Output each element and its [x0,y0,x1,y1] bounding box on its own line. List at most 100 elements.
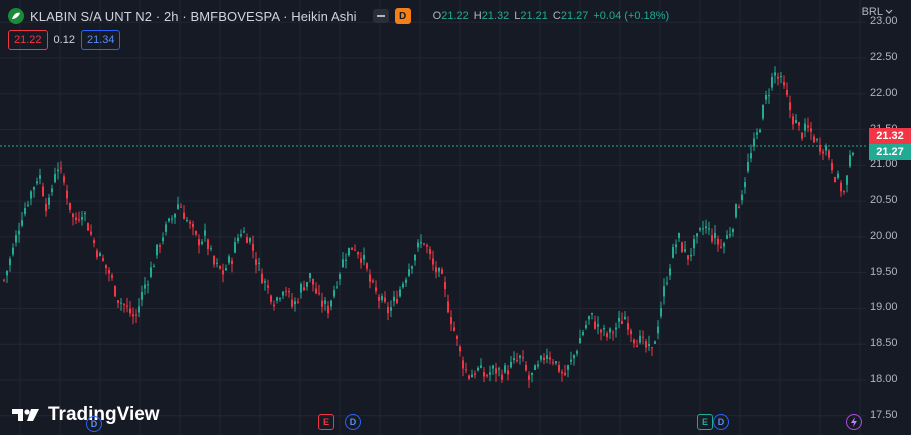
candle-body [387,306,389,314]
candle-body [687,255,689,260]
candle-body [777,76,779,79]
candle-body [810,128,812,132]
buy-button[interactable]: 21.34 [80,30,121,50]
candle-body [552,362,554,364]
candle-body [663,286,665,297]
candle-body [108,270,110,274]
candle-body [357,252,359,255]
candle-body [480,365,482,368]
candle-body [645,341,647,348]
candle-body [801,132,803,139]
candle-body [666,282,668,284]
candle-body [543,357,545,361]
lightning-icon[interactable] [846,414,862,430]
candle-body [132,314,134,317]
candle-body [450,317,452,325]
candle-body [336,286,338,288]
candle-body [42,186,44,197]
candle-body [321,300,323,307]
candle-body [189,221,191,224]
candle-body [756,132,758,135]
symbol-legend: KLABIN S/A UNT N2 · 2h · BMFBOVESPA · He… [8,6,669,26]
candle-body [504,365,506,373]
candle-body [846,175,848,185]
candle-body [30,191,32,199]
candle-body [807,125,809,128]
candle-body [18,230,20,235]
sell-button[interactable]: 21.22 [8,30,48,50]
candle-body [171,218,173,220]
candle-body [174,213,176,218]
candle-body [96,250,98,258]
candle-body [162,237,164,242]
candle-body [642,336,644,338]
candle-body [606,333,608,337]
candle-body [720,246,722,248]
candle-body [213,256,215,265]
candle-body [636,345,638,348]
close-value: 21.27 [560,10,589,22]
candle-body [714,232,716,239]
currency-label: BRL [861,6,883,18]
candle-body [249,238,251,242]
price-tick-label: 20.50 [870,194,898,207]
candle-body [483,372,485,377]
candle-body [117,300,119,303]
candle-body [840,182,842,192]
candle-body [318,292,320,294]
candle-body [237,237,239,242]
candle-body [792,116,794,125]
candle-body [768,95,770,97]
last-price-label: 21.27 [869,144,911,160]
candle-body [477,367,479,371]
dividend-marker[interactable]: D [345,414,361,430]
candle-body [15,235,17,243]
candle-body [465,369,467,371]
candle-body [621,320,623,325]
candle-body [300,284,302,293]
candle-body [399,289,401,297]
candle-body [186,220,188,222]
tradingview-logo[interactable]: TradingView [12,404,160,426]
candle-body [282,291,284,296]
candle-body [774,72,776,76]
candle-body [609,328,611,333]
open-value: 21.22 [441,10,469,22]
candle-body [348,247,350,256]
candle-body [534,365,536,371]
chevron-down-icon [885,9,893,14]
candle-body [696,233,698,237]
candle-body [432,258,434,265]
candle-body [567,365,569,370]
dividend-marker[interactable]: D [713,414,729,430]
dividend-badge[interactable]: D [394,8,411,24]
candle-body [585,325,587,329]
candle-body [537,364,539,367]
earnings-marker[interactable]: E [697,414,713,430]
candle-body [54,174,56,183]
candle-body [60,167,62,169]
candle-body [39,175,41,179]
earnings-marker[interactable]: E [318,414,334,430]
candle-body [735,204,737,218]
candle-body [765,94,767,100]
brand-name: TradingView [48,404,160,425]
currency-selector[interactable]: BRL [862,6,893,18]
candle-body [90,231,92,235]
candle-body [258,262,260,264]
candle-body [468,375,470,379]
candle-body [270,295,272,302]
candle-body [630,330,632,335]
candle-body [492,365,494,369]
candle-body [690,254,692,257]
dividend-marker[interactable]: D [86,416,102,432]
hide-legend-toggle-icon[interactable] [372,9,389,23]
candle-body [849,155,851,167]
candle-body [729,234,731,236]
candle-body [795,120,797,124]
candle-body [375,287,377,292]
candle-body [342,259,344,268]
candle-body [63,176,65,183]
symbol-title[interactable]: KLABIN S/A UNT N2 · 2h · BMFBOVESPA · He… [30,8,357,24]
